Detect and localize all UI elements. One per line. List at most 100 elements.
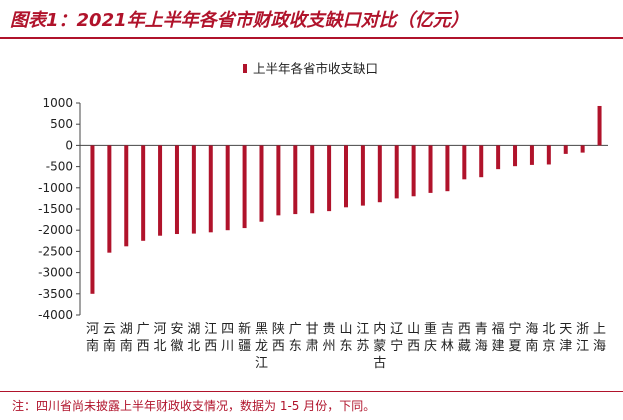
category-label-18-char-3: 古 <box>373 356 386 371</box>
category-label-15-char-1: 贵 <box>323 322 336 337</box>
category-label-26-char-1: 宁 <box>509 321 522 337</box>
category-label-12-char-1: 陕 <box>272 322 285 337</box>
bar-17 <box>360 145 365 206</box>
y-tick-label: 500 <box>50 117 73 131</box>
category-label-31-char-2: 海 <box>593 339 606 354</box>
category-label-2-char-1: 云 <box>103 322 116 337</box>
category-label-19-char-1: 辽 <box>390 322 403 337</box>
category-label-7-char-2: 北 <box>187 339 200 354</box>
category-label-6-char-1: 安 <box>170 322 183 337</box>
bar-22 <box>445 145 450 192</box>
bar-29 <box>563 145 568 154</box>
category-label-11-char-3: 江 <box>255 356 268 371</box>
category-label-16-char-2: 东 <box>339 339 352 354</box>
category-label-28-char-2: 京 <box>542 339 555 354</box>
category-label-4-char-1: 广 <box>137 322 150 337</box>
bar-8 <box>208 145 213 233</box>
title-bar: 图表1：2021年上半年各省市财政收支缺口对比（亿元） <box>0 0 623 39</box>
category-label-21-char-2: 庆 <box>424 339 437 354</box>
bar-10 <box>242 145 247 229</box>
bar-31 <box>597 105 602 146</box>
bar-9 <box>225 145 230 231</box>
category-label-30-char-1: 浙 <box>576 322 589 337</box>
category-label-4-char-2: 西 <box>137 339 150 354</box>
legend: 上半年各省市收支缺口 <box>243 58 378 77</box>
bar-19 <box>394 145 399 199</box>
bar-18 <box>377 145 382 203</box>
category-label-30-char-2: 江 <box>576 339 589 354</box>
bar-3 <box>124 145 129 247</box>
chart-title: 图表1：2021年上半年各省市财政收支缺口对比（亿元） <box>10 10 469 31</box>
legend-swatch <box>243 64 247 73</box>
bar-4 <box>141 145 146 241</box>
category-label-28-char-1: 北 <box>542 322 555 337</box>
category-label-9-char-2: 川 <box>221 339 234 354</box>
bar-15 <box>327 145 332 212</box>
category-label-29-char-1: 天 <box>559 322 572 337</box>
bar-25 <box>496 145 501 170</box>
category-label-24-char-1: 青 <box>475 322 488 337</box>
bar-28 <box>546 145 551 165</box>
footer-note: 注：四川省尚未披露上半年财政收支情况，数据为 1-5 月份，下同。 <box>12 399 376 413</box>
category-label-1-char-1: 河 <box>86 322 99 337</box>
category-label-22-char-2: 林 <box>441 339 454 354</box>
bar-23 <box>462 145 467 180</box>
y-tick-label: -1500 <box>38 202 73 216</box>
bar-6 <box>174 145 179 235</box>
category-label-12-char-2: 西 <box>272 339 285 354</box>
bar-chart: 1000 500 0 -500 -1000 -1500 -2000 -2500 -3000 -35… <box>38 96 608 371</box>
category-label-3-char-2: 南 <box>120 338 133 354</box>
category-label-18-char-1: 内 <box>373 321 386 337</box>
category-label-9-char-1: 四 <box>221 322 234 337</box>
bar-20 <box>411 145 416 197</box>
category-label-10-char-1: 新 <box>238 321 251 337</box>
category-label-6-char-2: 徽 <box>170 339 183 354</box>
category-label-5-char-1: 河 <box>154 322 167 337</box>
category-label-17-char-2: 苏 <box>356 338 369 354</box>
bar-16 <box>344 145 348 208</box>
category-label-11-char-2: 龙 <box>255 339 268 354</box>
category-label-8-char-2: 西 <box>204 339 217 354</box>
bar-14 <box>310 145 315 214</box>
bar-12 <box>276 145 281 216</box>
category-label-18-char-2: 蒙 <box>373 339 386 354</box>
y-tick-label: -3000 <box>38 266 73 280</box>
bar-13 <box>293 145 298 215</box>
category-label-14-char-2: 肃 <box>306 339 319 354</box>
category-label-25-char-2: 建 <box>492 339 505 354</box>
category-label-11-char-1: 黑 <box>255 322 268 337</box>
category-label-20-char-2: 西 <box>407 339 420 354</box>
category-label-25-char-1: 福 <box>492 322 505 337</box>
bar-21 <box>428 145 433 193</box>
category-label-27-char-2: 南 <box>525 338 538 354</box>
category-label-20-char-1: 山 <box>407 322 420 337</box>
category-label-21-char-1: 重 <box>424 321 437 337</box>
category-label-2-char-2: 南 <box>103 338 116 354</box>
category-label-16-char-1: 山 <box>339 322 352 337</box>
category-label-19-char-2: 宁 <box>390 338 403 354</box>
bar-26 <box>513 145 518 167</box>
category-label-17-char-1: 江 <box>356 322 369 337</box>
y-tick-label: 1000 <box>42 96 73 110</box>
category-label-8-char-1: 江 <box>204 322 217 337</box>
category-label-13-char-1: 广 <box>289 322 302 337</box>
category-label-29-char-2: 津 <box>559 339 572 354</box>
y-tick-label: -1000 <box>38 181 73 195</box>
category-label-14-char-1: 甘 <box>306 322 319 337</box>
y-tick-label: 0 <box>65 138 73 152</box>
y-tick-label: -500 <box>46 160 73 174</box>
bar-7 <box>191 145 196 234</box>
category-label-7-char-1: 湖 <box>187 322 200 337</box>
category-label-27-char-1: 海 <box>525 322 538 337</box>
footer-rule <box>0 391 623 392</box>
bar-1 <box>90 145 95 294</box>
y-tick-label: -3500 <box>38 287 73 301</box>
category-label-24-char-2: 海 <box>475 339 488 354</box>
category-label-23-char-1: 西 <box>458 322 471 337</box>
category-label-22-char-1: 吉 <box>441 322 454 337</box>
bar-30 <box>580 145 585 153</box>
category-label-31-char-1: 上 <box>593 322 606 337</box>
category-label-10-char-2: 疆 <box>238 339 251 354</box>
y-tick-label: -4000 <box>38 308 73 322</box>
category-label-3-char-1: 湖 <box>120 322 133 337</box>
